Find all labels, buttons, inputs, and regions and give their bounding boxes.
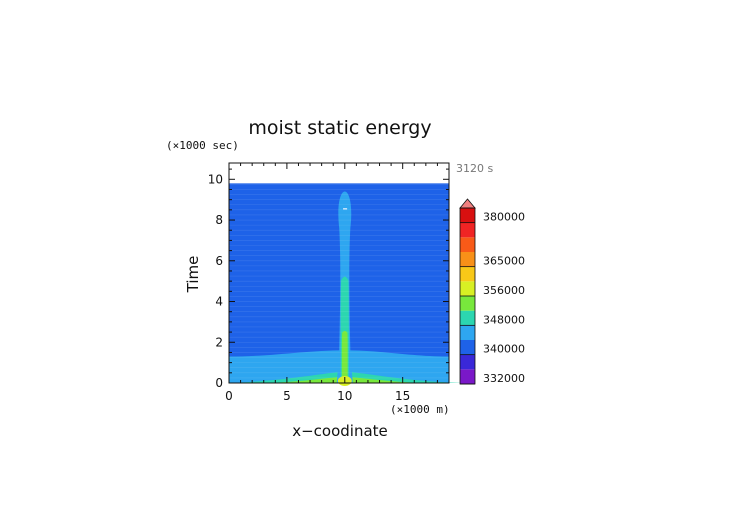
y-tick-label: 10: [208, 172, 223, 186]
y-tick-label: 0: [215, 376, 223, 390]
plume-column-352000: [341, 330, 348, 383]
x-axis-unit: (×1000 m): [390, 403, 450, 416]
x-tick-label: 10: [337, 389, 352, 403]
x-axis-label: x−coodinate: [292, 422, 388, 440]
colorbar-segment: [460, 354, 475, 370]
y-tick-label: 6: [215, 254, 223, 268]
colorbar-segment: [460, 340, 475, 355]
x-tick-label: 15: [395, 389, 410, 403]
colorbar-segment: [460, 237, 475, 252]
colorbar-tick-label: 380000: [483, 211, 525, 224]
timestamp-label: 3120 s: [456, 162, 493, 175]
colorbar-tick-label: 332000: [483, 372, 525, 385]
heatmap-field: [217, 163, 473, 386]
colorbar-tick-label: 356000: [483, 284, 525, 297]
colorbar-segment: [460, 266, 475, 282]
y-tick-label: 2: [215, 335, 223, 349]
colorbar-segment: [460, 310, 475, 326]
colorbar-segment: [460, 369, 475, 384]
chart-title: moist static energy: [248, 117, 431, 139]
y-axis-unit: (×1000 sec): [166, 139, 239, 152]
plot-frame: [228, 162, 450, 384]
colorbar-tick-label: 340000: [483, 343, 525, 356]
colorbar: 332000 340000 348000 356000 365000 380000: [459, 198, 525, 385]
y-tick-label: 8: [215, 213, 223, 227]
x-tick-label: 5: [283, 389, 291, 403]
colorbar-segment: [460, 281, 475, 296]
colorbar-overflow-triangle: [459, 198, 476, 209]
colorbar-tick-label: 365000: [483, 255, 525, 268]
colorbar-segment: [460, 208, 475, 223]
colorbar-segment: [460, 325, 475, 340]
colorbar-segment: [460, 296, 475, 311]
y-tick-label: 4: [215, 295, 223, 309]
colorbar-tick-label: 348000: [483, 313, 525, 326]
y-axis-label: Time: [184, 256, 202, 294]
plot-axes: 0 5 10 15 0 2 4 6 8 10: [208, 162, 450, 403]
colorbar-segment: [460, 222, 475, 238]
x-tick-label: 0: [225, 389, 233, 403]
colorbar-segment: [460, 252, 475, 267]
